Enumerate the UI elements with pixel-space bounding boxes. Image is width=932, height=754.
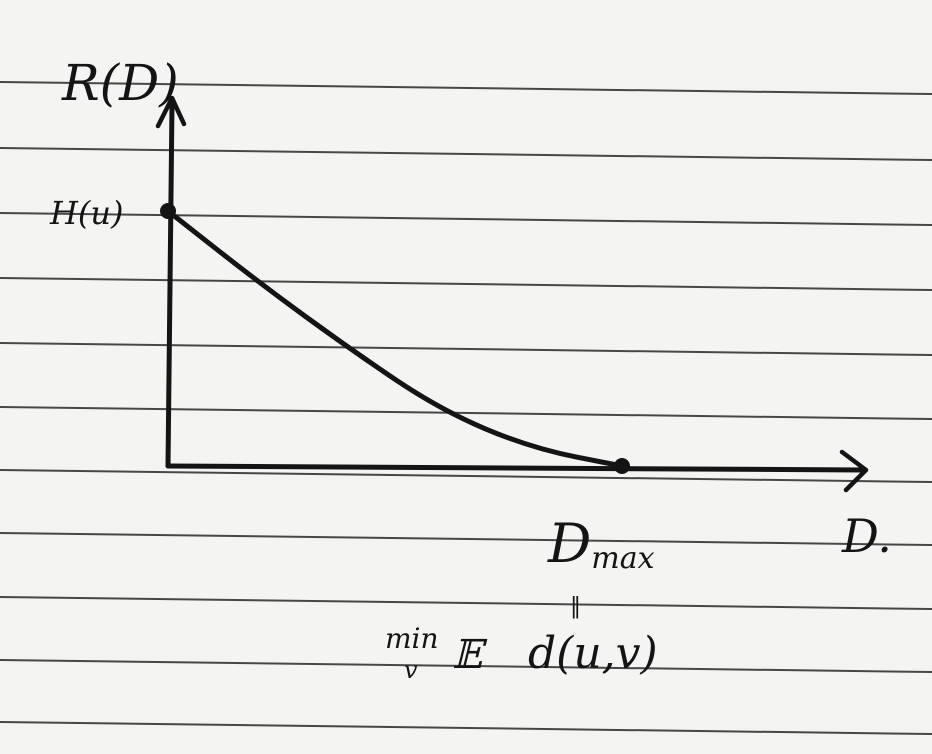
series-line	[165, 208, 625, 469]
y-axis-line	[165, 101, 175, 469]
h-u-point	[160, 203, 176, 219]
distortion-function: d(u,v)	[528, 628, 658, 679]
rate-distortion-curve	[165, 208, 625, 469]
marked-points	[160, 203, 630, 474]
dmax-label: Dmax	[547, 512, 655, 576]
ruled-line-10	[0, 659, 932, 673]
ruled-line-7	[0, 469, 932, 483]
dmax-label-base: D	[547, 512, 591, 575]
x-axis-label: D.	[841, 509, 892, 563]
min-subscript: v	[404, 656, 418, 684]
ruled-line-8	[0, 532, 932, 546]
equals-mark: ‖	[570, 594, 581, 619]
x-axis-line	[165, 463, 865, 473]
ruled-line-6	[0, 406, 932, 420]
x-axis-arrowhead	[839, 449, 869, 493]
ruled-lines	[0, 81, 932, 735]
ruled-line-11	[0, 721, 932, 735]
chart-axes	[155, 95, 869, 493]
min-operator: min	[385, 622, 439, 655]
ruled-line-1	[0, 81, 932, 95]
ruled-line-2	[0, 147, 932, 161]
expectation-symbol: 𝔼	[452, 632, 488, 678]
dmax-label-sub: max	[591, 541, 654, 576]
y-tick-label: H(u)	[49, 194, 123, 232]
y-axis-arrowhead	[155, 95, 187, 129]
dmax-point	[614, 458, 630, 474]
ruled-line-5	[0, 342, 932, 356]
ruled-line-9	[0, 596, 932, 610]
ruled-line-3	[0, 212, 932, 226]
y-axis-label: R(D)	[61, 54, 179, 112]
ruled-line-4	[0, 277, 932, 291]
